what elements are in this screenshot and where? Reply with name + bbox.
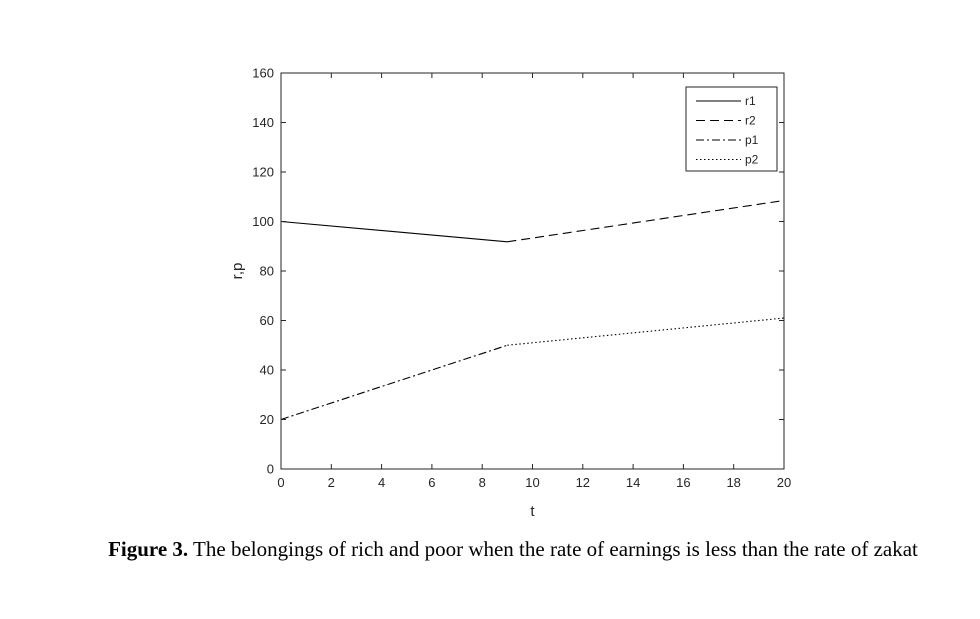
y-tick-label: 20	[260, 412, 274, 427]
x-tick-label: 12	[576, 475, 590, 490]
x-tick-label: 14	[626, 475, 640, 490]
x-tick-label: 16	[676, 475, 690, 490]
x-tick-label: 10	[525, 475, 539, 490]
legend-box	[685, 86, 778, 172]
legend-label-p1: p1	[745, 133, 759, 147]
y-tick-label: 0	[267, 462, 274, 477]
x-tick-label: 4	[378, 475, 385, 490]
series-group	[280, 199, 785, 421]
series-line-r2	[507, 199, 785, 243]
figure-caption-text: The belongings of rich and poor when the…	[188, 537, 918, 561]
series-line-p1	[280, 344, 508, 421]
y-tick-label: 40	[260, 363, 274, 378]
figure-caption: Figure 3. The belongings of rich and poo…	[60, 536, 966, 562]
legend-label-r1: r1	[745, 94, 756, 108]
x-tick-label: 2	[328, 475, 335, 490]
y-tick-label: 120	[252, 165, 274, 180]
legend-label-r2: r2	[745, 114, 756, 128]
x-tick-label: 20	[777, 475, 791, 490]
y-tick-label: 160	[252, 66, 274, 81]
x-tick-label: 6	[428, 475, 435, 490]
y-tick-label: 100	[252, 214, 274, 229]
axis-ticks: 0 2 4 6 8 10 12 14 16 18 20 0 20 40 60 80 100 120 140 160	[252, 66, 791, 491]
y-tick-label: 140	[252, 115, 274, 130]
y-tick-label: 80	[260, 264, 274, 279]
x-axis-label: t	[530, 503, 535, 520]
series-line-r1	[280, 220, 508, 243]
legend: r1 r2 p1 p2	[685, 86, 778, 172]
y-axis-label: r,p	[229, 263, 246, 280]
legend-label-p2: p2	[745, 153, 759, 167]
x-tick-label: 0	[277, 475, 284, 490]
x-tick-label: 18	[726, 475, 740, 490]
figure-label: Figure 3.	[108, 537, 189, 561]
x-tick-label: 8	[479, 475, 486, 490]
y-tick-label: 60	[260, 313, 274, 328]
